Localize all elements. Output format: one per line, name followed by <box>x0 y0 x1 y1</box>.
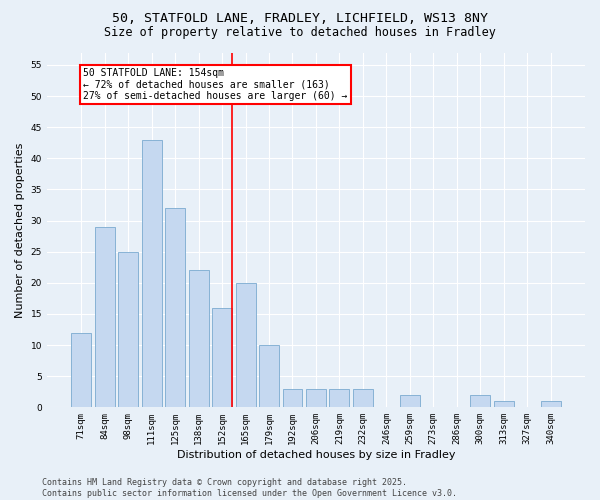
Bar <box>118 252 138 408</box>
Text: 50, STATFOLD LANE, FRADLEY, LICHFIELD, WS13 8NY: 50, STATFOLD LANE, FRADLEY, LICHFIELD, W… <box>112 12 488 26</box>
Bar <box>95 227 115 408</box>
Bar <box>283 388 302 407</box>
Bar <box>165 208 185 408</box>
Bar <box>494 401 514 407</box>
Text: Contains HM Land Registry data © Crown copyright and database right 2025.
Contai: Contains HM Land Registry data © Crown c… <box>42 478 457 498</box>
Y-axis label: Number of detached properties: Number of detached properties <box>15 142 25 318</box>
Bar <box>259 345 279 408</box>
Bar <box>71 332 91 407</box>
Bar <box>188 270 209 407</box>
Bar <box>470 395 490 407</box>
Bar <box>541 401 560 407</box>
X-axis label: Distribution of detached houses by size in Fradley: Distribution of detached houses by size … <box>177 450 455 460</box>
Bar <box>306 388 326 407</box>
Bar <box>212 308 232 408</box>
Bar <box>329 388 349 407</box>
Text: Size of property relative to detached houses in Fradley: Size of property relative to detached ho… <box>104 26 496 39</box>
Text: 50 STATFOLD LANE: 154sqm
← 72% of detached houses are smaller (163)
27% of semi-: 50 STATFOLD LANE: 154sqm ← 72% of detach… <box>83 68 347 102</box>
Bar <box>142 140 162 407</box>
Bar <box>353 388 373 407</box>
Bar <box>236 283 256 408</box>
Bar <box>400 395 420 407</box>
